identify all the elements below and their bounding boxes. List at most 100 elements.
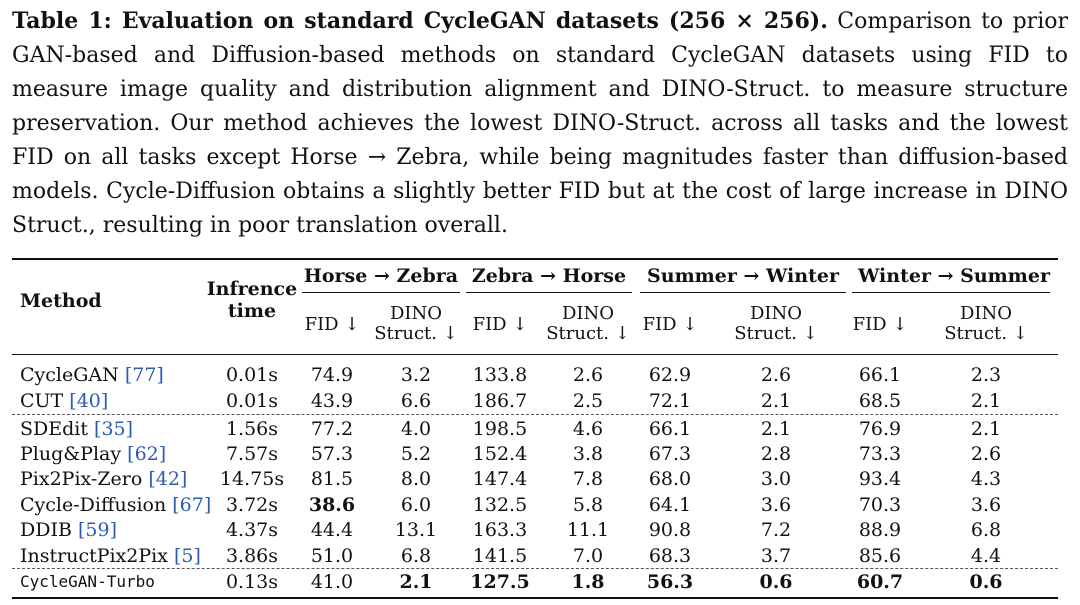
fid-subheader: FID ↓ (642, 314, 698, 335)
dino-struct-subheader: DINO Struct. ↓ (936, 304, 1036, 344)
fid-value-cell: 62.9 (648, 364, 692, 386)
inference-time-cell: 0.01s (225, 390, 279, 412)
dino-value-cell: 3.6 (970, 494, 1002, 516)
dino-struct-subheader: DINO Struct. ↓ (538, 304, 638, 344)
dino-value-cell: 4.4 (970, 545, 1002, 567)
method-label: Cycle-Diffusion (20, 494, 167, 516)
section-divider-1 (12, 414, 1058, 415)
dino-value-cell: 6.8 (970, 519, 1002, 541)
method-name: CycleGAN [77] (20, 364, 164, 386)
dino-value-cell: 2.6 (970, 443, 1002, 465)
citation-link[interactable]: [59] (77, 519, 117, 541)
citation-link[interactable]: [5] (174, 545, 201, 567)
dino-subheader-line1: DINO (389, 303, 443, 324)
header-rule (12, 354, 1058, 355)
fid-value-cell: 93.4 (858, 468, 902, 490)
dino-value-cell: 8.0 (400, 468, 432, 490)
dino-value-cell: 3.0 (760, 468, 792, 490)
fid-value-cell: 127.5 (470, 571, 530, 593)
inference-time-cell: 3.72s (225, 494, 279, 516)
table-caption: Table 1: Evaluation on standard CycleGAN… (12, 4, 1068, 243)
dino-value-cell: 2.1 (760, 418, 792, 440)
fid-value-cell: 56.3 (646, 571, 694, 593)
group-underline-1 (302, 292, 460, 293)
dino-value-cell: 2.6 (760, 364, 792, 386)
fid-value-cell: 68.3 (648, 545, 692, 567)
citation-link[interactable]: [35] (94, 418, 134, 440)
dino-value-cell: 2.8 (760, 443, 792, 465)
fid-value-cell: 141.5 (472, 545, 528, 567)
fid-value-cell: 51.0 (310, 545, 354, 567)
fid-value-cell: 66.1 (858, 364, 902, 386)
citation-link[interactable]: [77] (124, 364, 164, 386)
dino-value-cell: 6.6 (400, 390, 432, 412)
method-name: Pix2Pix-Zero [42] (20, 468, 187, 490)
fid-value-cell: 85.6 (858, 545, 902, 567)
dino-value-cell: 2.6 (572, 364, 604, 386)
dino-subheader-line2: Struct. ↓ (944, 323, 1028, 344)
method-label: CUT (20, 390, 64, 412)
dino-value-cell: 7.0 (572, 545, 604, 567)
fid-value-cell: 41.0 (310, 571, 354, 593)
dino-value-cell: 1.8 (571, 571, 605, 593)
dino-value-cell: 4.6 (572, 418, 604, 440)
inference-time-cell: 0.13s (225, 571, 279, 593)
group-header-3: Summer → Winter (647, 265, 839, 287)
citation-link[interactable]: [62] (127, 443, 167, 465)
method-name: SDEdit [35] (20, 418, 133, 440)
dino-value-cell: 2.3 (970, 364, 1002, 386)
dino-value-cell: 7.2 (760, 519, 792, 541)
method-label: CycleGAN-Turbo (20, 572, 155, 591)
fid-value-cell: 186.7 (472, 390, 528, 412)
dino-subheader-line1: DINO (959, 303, 1013, 324)
fid-value-cell: 90.8 (648, 519, 692, 541)
method-label: SDEdit (20, 418, 88, 440)
dino-value-cell: 3.8 (572, 443, 604, 465)
section-divider-2 (12, 568, 1058, 569)
dino-subheader-line1: DINO (749, 303, 803, 324)
citation-link[interactable]: [67] (172, 494, 212, 516)
fid-value-cell: 152.4 (472, 443, 528, 465)
method-label: Plug&Play (20, 443, 122, 465)
dino-value-cell: 0.6 (969, 571, 1003, 593)
method-label: InstructPix2Pix (20, 545, 168, 567)
fid-subheader: FID ↓ (304, 314, 360, 335)
fid-value-cell: 38.6 (308, 494, 356, 516)
bottom-rule (12, 597, 1058, 599)
dino-value-cell: 2.1 (970, 418, 1002, 440)
fid-value-cell: 67.3 (648, 443, 692, 465)
inference-time-cell: 0.01s (225, 364, 279, 386)
fid-value-cell: 64.1 (648, 494, 692, 516)
fid-value-cell: 163.3 (472, 519, 528, 541)
fid-value-cell: 60.7 (856, 571, 904, 593)
inference-time-cell: 14.75s (219, 468, 285, 490)
caption-text: Comparison to prior GAN-based and Diffus… (12, 9, 1068, 238)
inference-time-cell: 1.56s (225, 418, 279, 440)
dino-value-cell: 2.5 (572, 390, 604, 412)
fid-value-cell: 133.8 (472, 364, 528, 386)
dino-struct-subheader: DINO Struct. ↓ (726, 304, 826, 344)
dino-subheader-line1: DINO (561, 303, 615, 324)
group-underline-3 (640, 292, 846, 293)
citation-link[interactable]: [40] (69, 390, 109, 412)
dino-value-cell: 7.8 (572, 468, 604, 490)
dino-subheader-line2: Struct. ↓ (734, 323, 818, 344)
inference-time-cell: 4.37s (225, 519, 279, 541)
fid-value-cell: 132.5 (472, 494, 528, 516)
fid-value-cell: 147.4 (472, 468, 528, 490)
fid-value-cell: 198.5 (472, 418, 528, 440)
citation-link[interactable]: [42] (148, 468, 188, 490)
fid-subheader: FID ↓ (472, 314, 528, 335)
fid-subheader: FID ↓ (852, 314, 908, 335)
top-rule (12, 258, 1058, 260)
dino-struct-subheader: DINO Struct. ↓ (366, 304, 466, 344)
fid-value-cell: 70.3 (858, 494, 902, 516)
dino-value-cell: 5.2 (400, 443, 432, 465)
inference-time-cell: 3.86s (225, 545, 279, 567)
fid-value-cell: 43.9 (310, 390, 354, 412)
method-name: InstructPix2Pix [5] (20, 545, 201, 567)
group-underline-4 (852, 292, 1050, 293)
dino-value-cell: 3.7 (760, 545, 792, 567)
dino-value-cell: 4.0 (400, 418, 432, 440)
group-underline-2 (466, 292, 632, 293)
